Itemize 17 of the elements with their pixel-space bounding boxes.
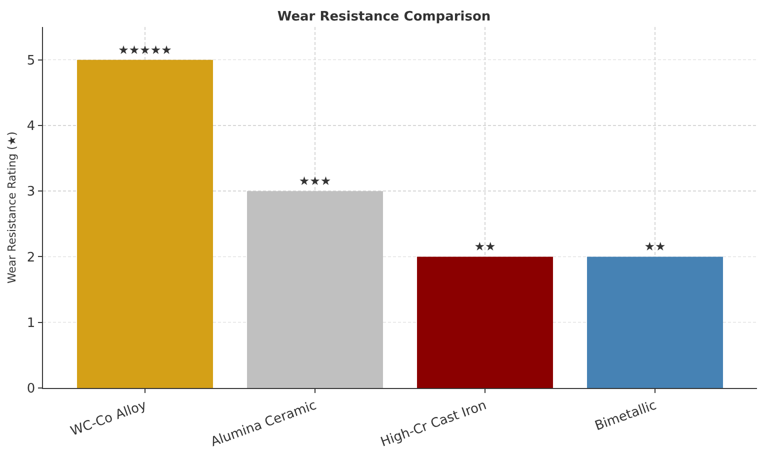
data-label: ★★★ <box>298 174 332 188</box>
bar <box>247 191 383 388</box>
y-tick-label: 4 <box>26 119 36 134</box>
y-tick-label: 1 <box>26 316 36 331</box>
y-tick-label: 2 <box>26 250 36 266</box>
data-label: ★★ <box>644 240 666 254</box>
chart-title: Wear Resistance Comparison <box>277 10 491 25</box>
y-tick-label: 3 <box>26 184 36 200</box>
bar <box>417 256 553 388</box>
y-tick-label: 5 <box>26 53 36 68</box>
y-tick-label: 0 <box>26 382 36 397</box>
data-label: ★★★★★ <box>118 42 172 57</box>
y-axis-title: Wear Resistance Rating (★) <box>6 132 19 284</box>
x-tick-label: WC-Co Alloy <box>68 398 149 440</box>
data-label: ★★ <box>474 240 496 254</box>
bar <box>587 256 723 388</box>
bar <box>77 60 213 388</box>
